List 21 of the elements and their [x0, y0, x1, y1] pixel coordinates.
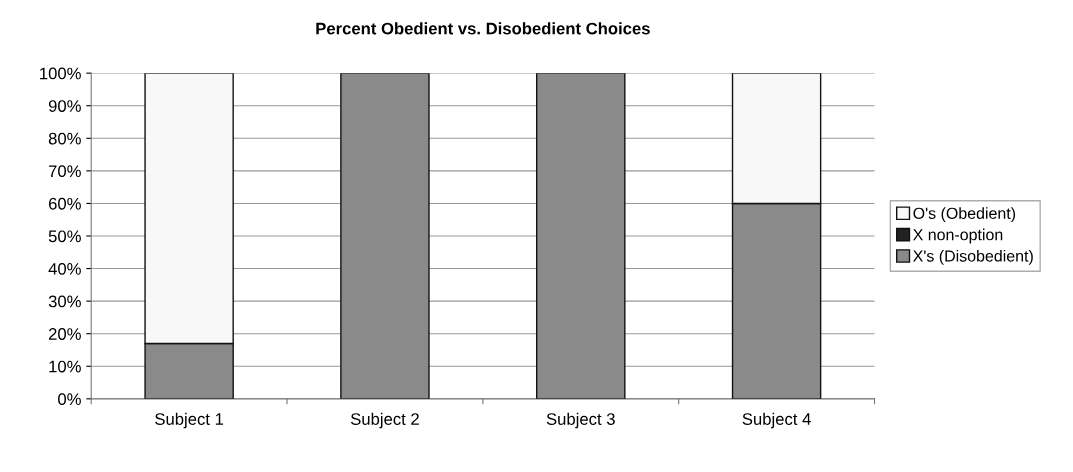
bar	[340, 73, 430, 399]
legend-label: O's (Obedient)	[913, 207, 1016, 223]
x-tick-label: Subject 4	[742, 412, 811, 429]
legend-label: X non-option	[913, 228, 1003, 244]
x-tick-label: Subject 2	[350, 412, 419, 429]
y-tick-label: 90%	[48, 100, 81, 112]
y-tick-label: 10%	[49, 360, 81, 373]
bar	[536, 73, 626, 399]
x-tick-label: Subject 1	[155, 412, 224, 429]
chart-title: Percent Obedient vs. Disobedient Choices	[316, 22, 650, 35]
y-tick-label: 70%	[48, 165, 81, 178]
y-tick-label: 100%	[40, 67, 81, 80]
y-tick-label: 0%	[58, 393, 81, 406]
y-tick-label: 40%	[48, 262, 81, 275]
y-tick-label: 50%	[48, 230, 81, 243]
y-tick-label: 60%	[48, 197, 81, 210]
y-tick-label: 20%	[48, 328, 81, 340]
y-tick-label: 30%	[48, 295, 81, 308]
legend-label: X's (Disobedient)	[913, 249, 1033, 265]
x-tick-label: Subject 3	[546, 412, 615, 429]
y-tick-label: 80%	[48, 132, 81, 145]
